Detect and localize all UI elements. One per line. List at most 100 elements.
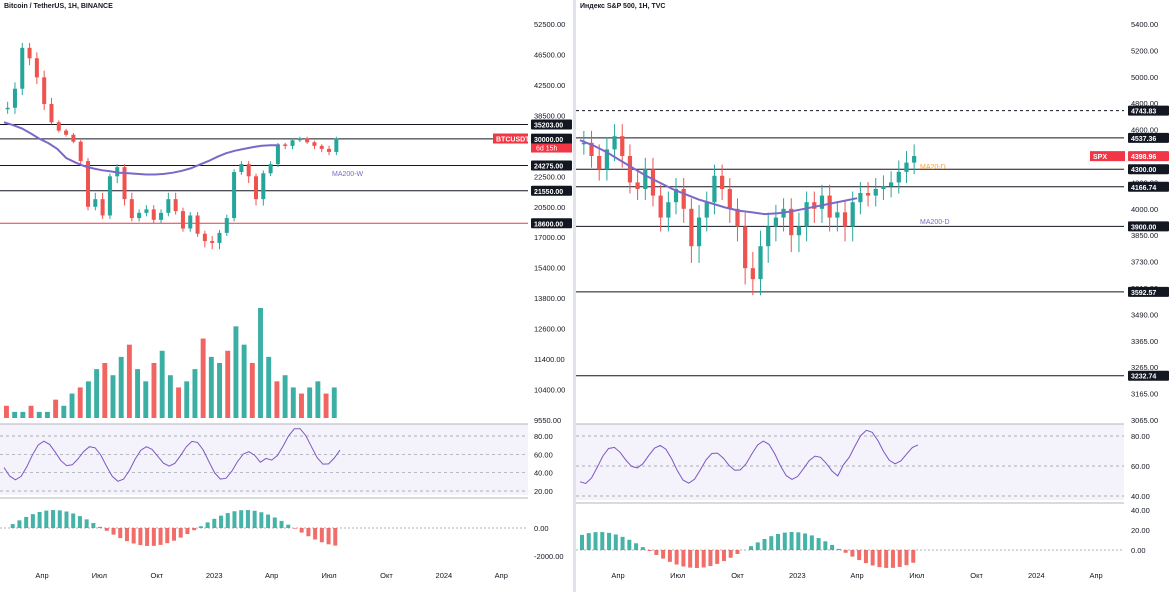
price-tag-box — [531, 160, 572, 171]
macd-tick: 0.00 — [1131, 546, 1146, 555]
candle-body — [224, 218, 229, 233]
price-tag: 4537.36 — [1131, 136, 1156, 143]
macd-hist-bar — [749, 546, 753, 550]
price-tag: 4166.74 — [1131, 185, 1156, 192]
ma-annotation: MA20-D — [920, 164, 946, 171]
volume-bar — [44, 411, 50, 418]
price-tag-box — [1128, 221, 1169, 232]
macd-hist-bar — [333, 528, 338, 546]
time-tick: Апр — [265, 571, 278, 580]
candle-body — [666, 202, 671, 218]
rsi-tick: 60.00 — [534, 450, 553, 459]
price-tick: 3365.00 — [1131, 337, 1158, 346]
candle-body — [865, 192, 871, 196]
macd-hist-bar — [782, 532, 787, 550]
candle-body — [620, 136, 625, 156]
candle-body — [232, 172, 237, 219]
price-tick: 4000.00 — [1131, 205, 1158, 214]
macd-hist-bar — [688, 550, 693, 568]
time-tick: Июл — [321, 571, 336, 580]
candle-body — [195, 215, 200, 234]
volume-bar — [118, 356, 124, 418]
time-tick: Окт — [380, 571, 393, 580]
candle-body — [597, 156, 602, 170]
volume-bar — [217, 363, 222, 418]
macd-hist-bar — [37, 511, 42, 528]
volume-bar — [282, 375, 288, 418]
price-tick: 9550.00 — [534, 416, 561, 425]
time-tick: Апр — [495, 571, 508, 580]
macd-hist-bar — [279, 520, 284, 528]
volume-bar — [249, 363, 255, 418]
volume-bar — [225, 350, 231, 418]
price-tick: 3165.00 — [1131, 390, 1158, 399]
volume-bar — [151, 363, 157, 418]
candle-body — [202, 233, 207, 242]
volume-bar — [233, 326, 239, 418]
candle-body — [796, 226, 802, 236]
macd-hist-bar — [84, 519, 89, 528]
macd-hist-bar — [232, 511, 237, 528]
volume-bar — [36, 411, 42, 418]
macd-hist-bar — [823, 541, 828, 550]
macd-hist-bar — [198, 526, 203, 528]
candle-body — [581, 142, 586, 145]
candle-body — [93, 199, 98, 207]
price-tick: 10400.00 — [534, 386, 565, 395]
time-tick: Окт — [731, 571, 744, 580]
price-tick: 38500.00 — [534, 111, 565, 120]
macd-hist-bar — [292, 528, 297, 529]
candle-body — [750, 268, 755, 280]
macd-hist-bar — [667, 550, 672, 562]
time-tick: Апр — [850, 571, 863, 580]
candle-body — [743, 226, 748, 269]
macd-hist-bar — [44, 510, 49, 528]
macd-hist-bar — [239, 510, 244, 528]
macd-hist-bar — [600, 532, 605, 550]
candle-body — [210, 241, 215, 243]
price-tick: 3265.00 — [1131, 363, 1158, 372]
candle-body — [635, 182, 640, 189]
time-tick: 2023 — [206, 571, 223, 580]
candle-body — [627, 156, 633, 183]
candle-body — [5, 107, 10, 110]
price-tag-box — [531, 133, 572, 144]
macd-hist-bar — [755, 542, 760, 550]
candle-body — [144, 209, 149, 213]
candle-body — [804, 202, 809, 227]
time-tick: Окт — [151, 571, 164, 580]
macd-hist-bar — [647, 550, 652, 552]
volume-bar — [126, 344, 132, 418]
volume-bar — [274, 381, 280, 418]
candle-body — [246, 164, 251, 177]
macd-hist-bar — [796, 532, 801, 550]
price-tag: 18600.00 — [534, 221, 563, 228]
macd-hist-bar — [313, 528, 318, 540]
price-tag: 3232.74 — [1131, 374, 1156, 381]
price-tag: 35203.00 — [534, 123, 563, 130]
ma200-line — [3, 121, 280, 176]
chart-panel-1: Индекс S&P 500, 1H, TVC MA20-D MA200-D 5400… — [576, 0, 1169, 580]
candle-body — [812, 202, 817, 209]
candle-body — [827, 195, 832, 218]
candle-body — [650, 169, 656, 196]
time-tick: Апр — [1089, 571, 1102, 580]
price-tag: 3592.57 — [1131, 290, 1156, 297]
price-tick: 46500.00 — [534, 50, 565, 59]
volume-bar — [135, 369, 141, 418]
macd-hist-bar — [674, 550, 679, 565]
candle-body — [673, 189, 679, 203]
macd-tick: 20.00 — [1131, 526, 1150, 535]
candle-body — [658, 195, 663, 218]
candle-body — [727, 189, 732, 209]
candle-body — [275, 144, 280, 165]
volume-bar — [315, 381, 321, 418]
countdown: 6d 15h — [536, 146, 558, 153]
macd-hist-bar — [890, 550, 895, 568]
price-tag: 4300.00 — [1131, 167, 1156, 174]
macd-hist-bar — [219, 515, 224, 528]
macd-hist-bar — [259, 512, 264, 528]
candle-body — [881, 186, 886, 189]
volume-bar — [102, 363, 108, 418]
macd-hist-bar — [272, 517, 277, 528]
